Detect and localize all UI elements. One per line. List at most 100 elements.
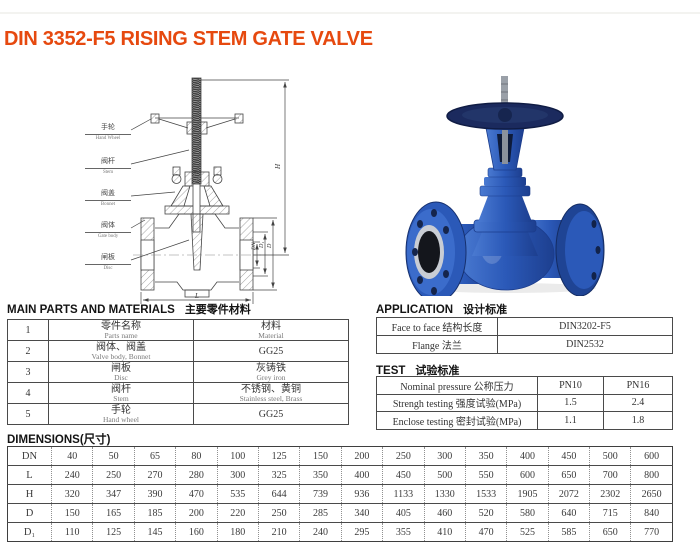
parts-row: 5 手轮 Hand wheel GG25 (7, 403, 349, 425)
cell-zh: GG25 (258, 345, 284, 357)
dimensions-value-cell: 460 (423, 503, 466, 523)
dimensions-value-cell: 100 (216, 446, 259, 466)
parts-row: 3 闸板 Disc 灰铸铁 Grey iron (7, 361, 349, 383)
dimensions-value-cell: 80 (175, 446, 218, 466)
application-table: Face to face 结构长度 DIN3202-F5 Flange 法兰 DIN2… (376, 317, 673, 354)
drawing-label-bonnet: 阀盖 Bonnet (85, 188, 131, 209)
dimensions-value-cell: 585 (547, 522, 590, 542)
dimensions-row-header: D (7, 503, 52, 523)
dimensions-value-cell: 470 (464, 522, 507, 542)
dimensions-value-cell: 125 (257, 446, 300, 466)
dimensions-value-cell: 240 (299, 522, 342, 542)
dimensions-value-cell: 350 (464, 446, 507, 466)
dimensions-value-cell: 325 (257, 465, 300, 485)
application-label-cell: Face to face 结构长度 (376, 317, 498, 336)
dimensions-value-cell: 280 (175, 465, 218, 485)
dimensions-value-cell: 200 (175, 503, 218, 523)
dimensions-value-cell: 165 (92, 503, 135, 523)
dimensions-value-cell: 1133 (382, 484, 425, 504)
dimensions-value-cell: 650 (547, 465, 590, 485)
dimensions-value-cell: 300 (423, 446, 466, 466)
test-pn10-cell: 1.5 (537, 393, 604, 412)
drawing-dimension-labels: H D D₁ DN L (194, 163, 282, 300)
dimensions-value-cell: 739 (299, 484, 342, 504)
test-label-cell: Enclose testing 密封试验(MPa) (376, 411, 538, 430)
parts-material-cell: GG25 (193, 340, 349, 362)
dimensions-value-cell: 220 (216, 503, 259, 523)
dimensions-value-cell: 250 (257, 503, 300, 523)
dimensions-value-cell: 295 (340, 522, 383, 542)
parts-row: 1 零件名称 Parts name 材料 Material (7, 319, 349, 341)
dimensions-value-cell: 770 (630, 522, 673, 542)
dimensions-value-cell: 350 (299, 465, 342, 485)
dimensions-table: DN 40 50 65 80 100 125 150 200 250 300 350 400 450 500… (7, 446, 673, 542)
parts-name-cell: 手轮 Hand wheel (48, 403, 194, 425)
test-row: Nominal pressure 公称压力 PN10 PN16 (376, 376, 673, 395)
cell-zh: 灰铸铁 (256, 362, 286, 374)
valve-section-geometry (133, 77, 261, 298)
drawing-label-handwheel: 手轮 Hand Wheel (85, 122, 131, 143)
dimensions-value-cell: 250 (92, 465, 135, 485)
page-title: DIN 3352-F5 RISING STEM GATE VALVE (4, 28, 373, 50)
dimensions-value-cell: 150 (50, 503, 93, 523)
test-pn10-cell: PN10 (537, 376, 604, 395)
parts-name-cell: 零件名称 Parts name (48, 319, 194, 341)
application-row: Flange 法兰 DIN2532 (376, 335, 673, 354)
dim-d1-label: D₁ (259, 242, 265, 249)
parts-row-number: 3 (7, 361, 49, 383)
dimensions-value-cell: 2302 (589, 484, 631, 504)
dimensions-value-cell: 2072 (547, 484, 590, 504)
dimensions-row-header: L (7, 465, 52, 485)
test-section-heading: TEST 试验标准 (376, 365, 460, 377)
dimensions-row: DN 40 50 65 80 100 125 150 200 250 300 350 400 450 500… (8, 446, 673, 466)
dimensions-value-cell: 320 (50, 484, 93, 504)
dimensions-value-cell: 2650 (630, 484, 673, 504)
dimensions-value-cell: 300 (216, 465, 259, 485)
cell-en: Parts name (104, 330, 138, 340)
dimensions-value-cell: 400 (340, 465, 383, 485)
dimensions-value-cell: 390 (133, 484, 176, 504)
cell-en: Material (258, 330, 284, 340)
dimensions-value-cell: 270 (133, 465, 176, 485)
dimensions-value-cell: 355 (382, 522, 425, 542)
dimensions-value-cell: 800 (630, 465, 673, 485)
dimensions-row: H 320 347 390 470 535 644 739 936 1133 1330 1533 190… (7, 484, 673, 504)
test-row: Enclose testing 密封试验(MPa) 1.1 1.8 (376, 411, 673, 430)
dimensions-value-cell: 600 (506, 465, 549, 485)
dim-d-label: D (267, 243, 273, 249)
cell-en: Stainless steel, Brass (239, 393, 303, 403)
test-pn16-cell: PN16 (603, 376, 673, 395)
parts-materials-table: 1 零件名称 Parts name 材料 Material 2 阀体、阀盖 Valve bod… (7, 319, 349, 425)
parts-row-number: 5 (7, 403, 49, 425)
parts-row-number: 2 (7, 340, 49, 362)
cell-zh: 闸板 (111, 362, 131, 374)
dimensions-value-cell: 500 (423, 465, 466, 485)
parts-name-cell: 闸板 Disc (48, 361, 194, 383)
dimensions-value-cell: 145 (133, 522, 176, 542)
cell-zh: 手轮 (111, 404, 131, 416)
dimensions-row-header: DN (21, 450, 38, 462)
test-row: Strengh testing 强度试验(MPa) 1.5 2.4 (376, 393, 673, 412)
test-pn16-cell: 1.8 (603, 411, 673, 430)
test-pn16-cell: 2.4 (603, 393, 673, 412)
dimensions-value-cell: 640 (547, 503, 590, 523)
dimensions-row: D₁ 110 125 145 160 180 210 240 295 355 410 470 525 58… (7, 522, 673, 542)
dimensions-value-cell: 450 (547, 446, 590, 466)
dimensions-value-cell: 50 (92, 446, 135, 466)
test-pn10-cell: 1.1 (537, 411, 604, 430)
test-label-cell: Nominal pressure 公称压力 (376, 376, 538, 395)
cell-zh: 阀体、阀盖 (96, 341, 146, 353)
dimensions-value-cell: 410 (423, 522, 466, 542)
cell-zh: 材料 (261, 320, 281, 332)
cell-en: Hand wheel (102, 414, 140, 424)
application-value-cell: DIN2532 (497, 335, 673, 354)
parts-row-number: 1 (7, 319, 49, 341)
dimensions-value-cell: 1905 (506, 484, 549, 504)
dimensions-value-cell: 580 (506, 503, 549, 523)
cell-zh: 阀杆 (111, 383, 131, 395)
parts-material-cell: 不锈钢、黄铜 Stainless steel, Brass (193, 382, 349, 404)
dim-h-label: H (274, 163, 282, 170)
dimensions-value-cell: 525 (506, 522, 549, 542)
dimensions-value-cell: 470 (175, 484, 218, 504)
